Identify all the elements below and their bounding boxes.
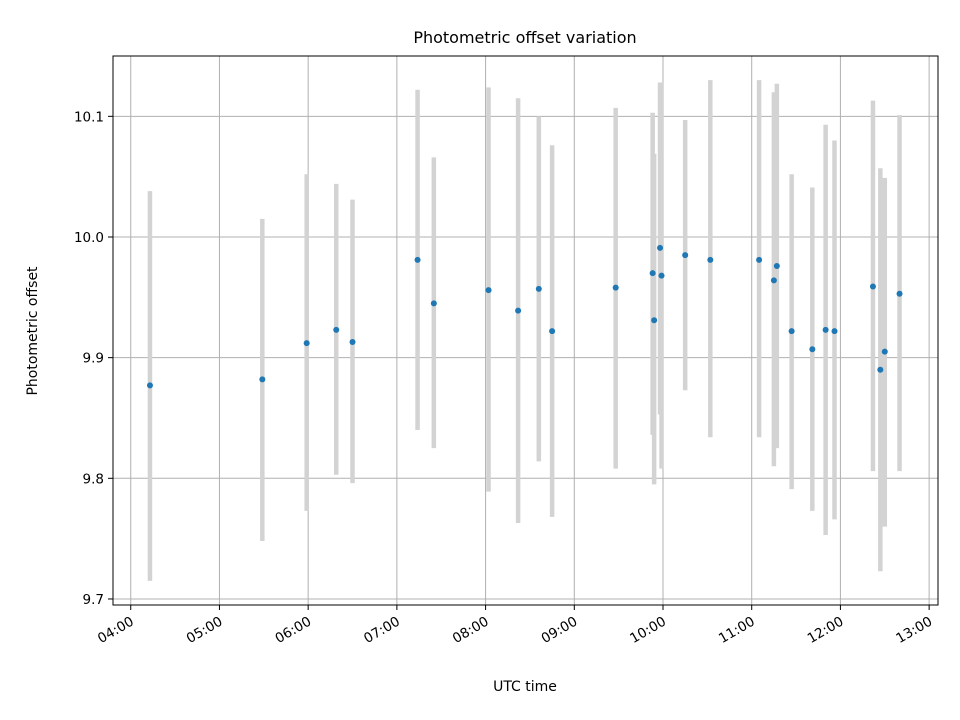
- data-point: [707, 256, 714, 263]
- data-point: [612, 284, 619, 291]
- data-point: [485, 287, 492, 294]
- y-tick-label: 10.1: [74, 109, 104, 125]
- data-point: [349, 338, 356, 345]
- y-tick-label: 9.9: [83, 351, 104, 367]
- data-point: [770, 277, 777, 284]
- plot-area: [113, 56, 938, 605]
- data-point: [896, 290, 903, 297]
- data-point: [877, 366, 884, 373]
- data-point: [773, 262, 780, 269]
- chart-title: Photometric offset variation: [413, 28, 636, 47]
- data-point: [657, 244, 664, 251]
- data-point: [682, 252, 689, 259]
- data-point: [303, 340, 310, 347]
- data-point: [788, 328, 795, 335]
- data-point: [535, 285, 542, 292]
- plot-frame: [112, 55, 939, 606]
- data-point: [414, 256, 421, 263]
- data-point: [259, 376, 266, 383]
- data-point: [869, 283, 876, 290]
- y-tick-label: 9.7: [83, 592, 104, 608]
- data-point: [651, 317, 658, 324]
- data-point: [822, 326, 829, 333]
- data-points: [146, 244, 903, 389]
- y-tick-label: 10.0: [74, 230, 104, 246]
- data-point: [146, 382, 153, 389]
- data-point: [333, 326, 340, 333]
- data-point: [831, 328, 838, 335]
- data-point: [881, 348, 888, 355]
- y-axis-label: Photometric offset: [25, 266, 41, 396]
- x-axis-label: UTC time: [493, 679, 557, 695]
- data-point: [515, 307, 522, 314]
- y-axis: 9.7 9.8 9.9 10.0 10.1: [74, 109, 113, 608]
- y-tick-label: 9.8: [83, 471, 104, 487]
- data-point: [649, 270, 656, 277]
- data-point: [809, 346, 816, 353]
- data-point: [658, 272, 665, 279]
- data-point: [430, 300, 437, 307]
- data-point: [549, 328, 556, 335]
- data-point: [756, 256, 763, 263]
